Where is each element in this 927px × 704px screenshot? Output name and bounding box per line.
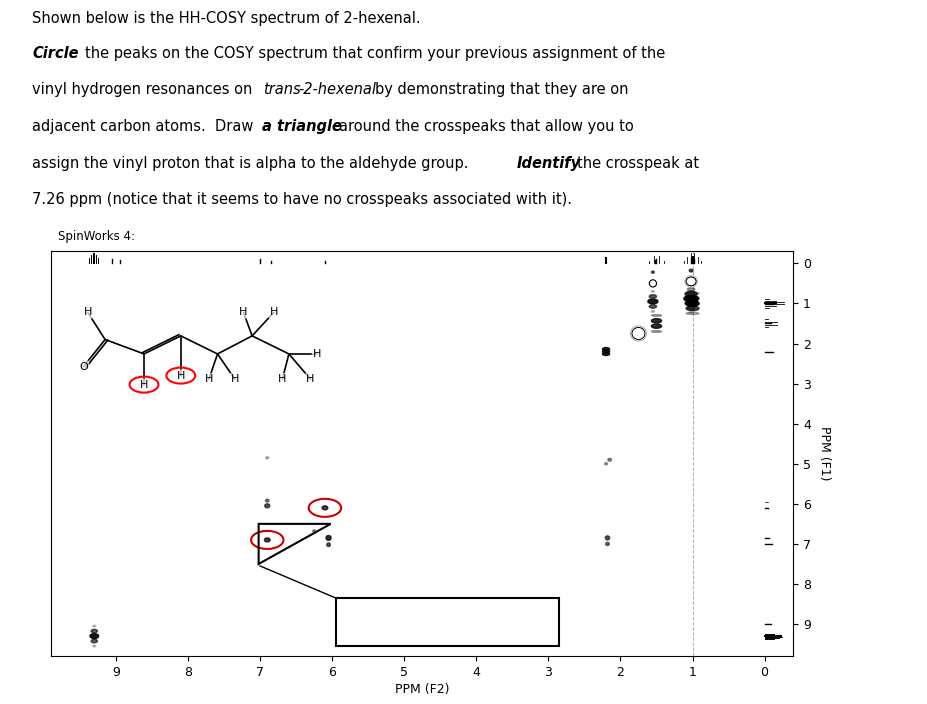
Text: H: H bbox=[176, 370, 184, 381]
Ellipse shape bbox=[326, 543, 330, 546]
Ellipse shape bbox=[265, 499, 269, 502]
Ellipse shape bbox=[685, 292, 698, 294]
Ellipse shape bbox=[605, 542, 609, 546]
Ellipse shape bbox=[325, 536, 331, 540]
Ellipse shape bbox=[602, 352, 609, 356]
Text: H: H bbox=[140, 379, 148, 389]
Ellipse shape bbox=[685, 296, 698, 301]
Ellipse shape bbox=[651, 331, 661, 332]
Ellipse shape bbox=[687, 288, 694, 291]
Text: Shown below is the HH-COSY spectrum of 2-hexenal.: Shown below is the HH-COSY spectrum of 2… bbox=[32, 11, 421, 25]
Text: H: H bbox=[306, 375, 314, 384]
Ellipse shape bbox=[649, 295, 655, 298]
Text: O: O bbox=[79, 362, 88, 372]
Text: assign the vinyl proton that is alpha to the aldehyde group.: assign the vinyl proton that is alpha to… bbox=[32, 156, 477, 170]
Ellipse shape bbox=[93, 625, 95, 627]
Text: the crosspeak at: the crosspeak at bbox=[577, 156, 699, 170]
Y-axis label: PPM (F1): PPM (F1) bbox=[817, 427, 830, 481]
Text: H: H bbox=[205, 375, 213, 384]
Ellipse shape bbox=[602, 348, 609, 351]
Text: -2-hexenal: -2-hexenal bbox=[298, 82, 375, 97]
Text: H: H bbox=[83, 308, 92, 318]
Ellipse shape bbox=[651, 271, 654, 273]
Ellipse shape bbox=[685, 313, 698, 315]
Ellipse shape bbox=[647, 299, 657, 304]
Ellipse shape bbox=[651, 319, 661, 323]
Bar bbox=[336, 598, 559, 646]
Ellipse shape bbox=[651, 315, 661, 316]
Ellipse shape bbox=[683, 296, 697, 302]
Ellipse shape bbox=[93, 646, 95, 647]
Text: Identify: Identify bbox=[516, 156, 580, 170]
Text: H: H bbox=[269, 308, 278, 318]
Ellipse shape bbox=[685, 306, 698, 310]
Ellipse shape bbox=[91, 629, 97, 633]
Ellipse shape bbox=[312, 530, 315, 532]
Ellipse shape bbox=[607, 458, 611, 461]
Text: around the crosspeaks that allow you to: around the crosspeaks that allow you to bbox=[338, 119, 633, 134]
Text: Circle: Circle bbox=[32, 46, 79, 61]
Text: H: H bbox=[239, 308, 248, 318]
Text: by demonstrating that they are on: by demonstrating that they are on bbox=[375, 82, 628, 97]
Ellipse shape bbox=[651, 291, 654, 292]
Text: H: H bbox=[312, 349, 321, 359]
Ellipse shape bbox=[688, 312, 692, 313]
Ellipse shape bbox=[604, 463, 607, 465]
Text: H: H bbox=[278, 375, 286, 384]
Ellipse shape bbox=[90, 634, 98, 639]
Text: adjacent carbon atoms.  Draw: adjacent carbon atoms. Draw bbox=[32, 119, 259, 134]
Ellipse shape bbox=[684, 301, 696, 306]
Ellipse shape bbox=[684, 291, 696, 296]
Ellipse shape bbox=[685, 277, 695, 286]
Ellipse shape bbox=[631, 327, 644, 339]
Ellipse shape bbox=[687, 306, 694, 310]
Ellipse shape bbox=[264, 538, 270, 542]
Text: a triangle: a triangle bbox=[261, 119, 341, 134]
Ellipse shape bbox=[91, 639, 97, 643]
Ellipse shape bbox=[602, 350, 609, 353]
Ellipse shape bbox=[685, 301, 698, 306]
Ellipse shape bbox=[688, 284, 692, 285]
Ellipse shape bbox=[651, 310, 654, 313]
Text: vinyl hydrogen resonances on: vinyl hydrogen resonances on bbox=[32, 82, 257, 97]
Text: trans: trans bbox=[262, 82, 300, 97]
Ellipse shape bbox=[649, 279, 655, 287]
Ellipse shape bbox=[265, 457, 269, 459]
Ellipse shape bbox=[651, 324, 661, 328]
Text: 7.26 ppm (notice that it seems to have no crosspeaks associated with it).: 7.26 ppm (notice that it seems to have n… bbox=[32, 192, 572, 207]
Text: H: H bbox=[231, 375, 239, 384]
Ellipse shape bbox=[604, 536, 609, 540]
Ellipse shape bbox=[689, 269, 692, 272]
Ellipse shape bbox=[649, 305, 655, 308]
Text: the peaks on the COSY spectrum that confirm your previous assignment of the: the peaks on the COSY spectrum that conf… bbox=[85, 46, 665, 61]
Ellipse shape bbox=[322, 506, 327, 510]
Ellipse shape bbox=[264, 504, 270, 508]
X-axis label: PPM (F2): PPM (F2) bbox=[395, 683, 449, 696]
Text: SpinWorks 4:: SpinWorks 4: bbox=[58, 230, 135, 242]
